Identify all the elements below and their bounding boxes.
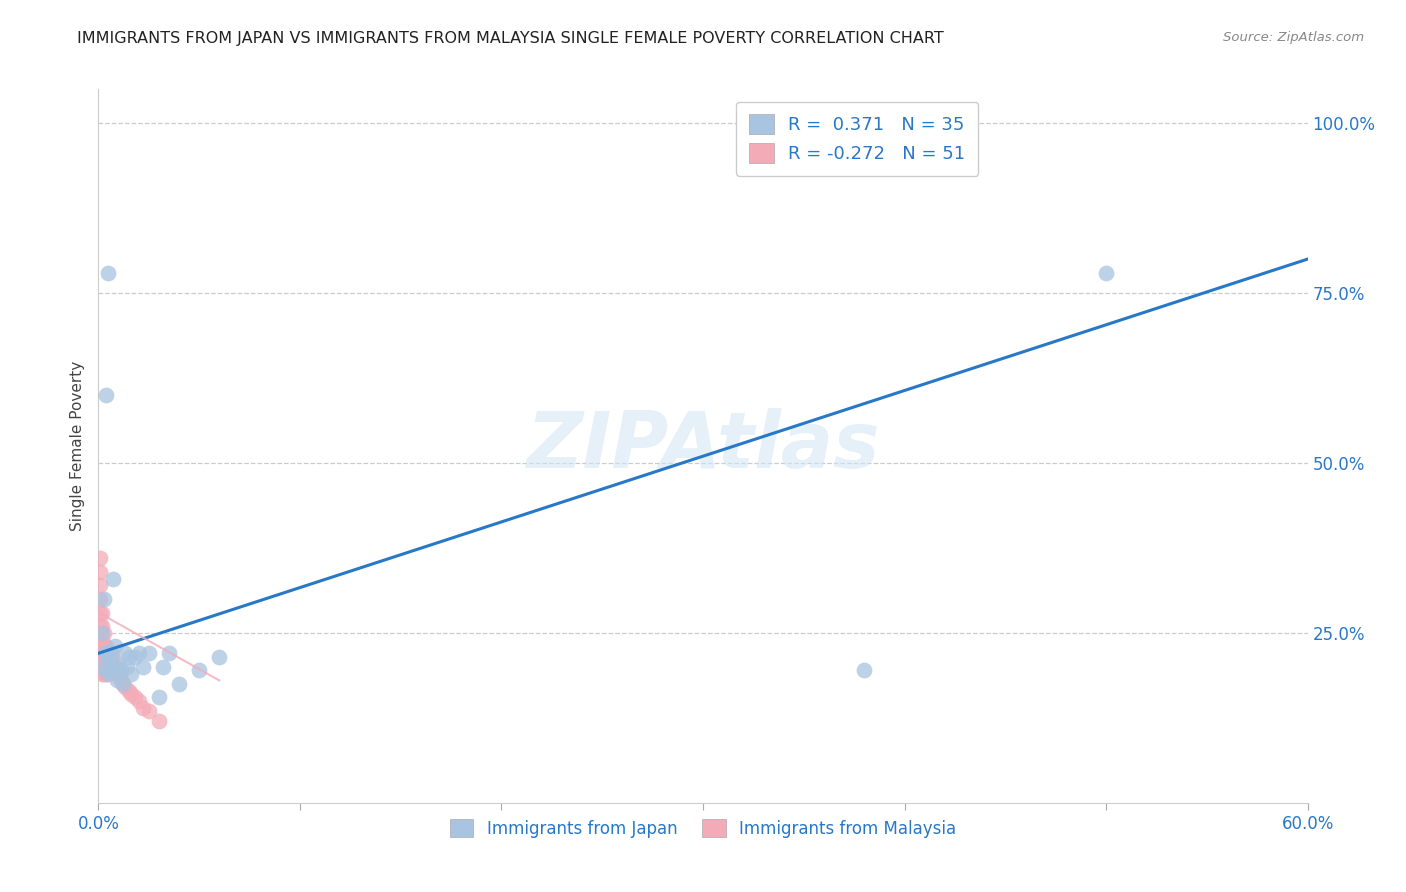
Point bbox=[118, 683, 141, 698]
Point bbox=[111, 677, 134, 691]
Point bbox=[124, 690, 146, 705]
Point bbox=[132, 700, 155, 714]
Point bbox=[101, 572, 124, 586]
Text: Source: ZipAtlas.com: Source: ZipAtlas.com bbox=[1223, 31, 1364, 45]
Point bbox=[96, 388, 118, 402]
Point bbox=[89, 565, 111, 579]
Point bbox=[114, 680, 136, 694]
Point bbox=[101, 663, 124, 677]
Point bbox=[89, 578, 111, 592]
Point bbox=[100, 660, 122, 674]
Point bbox=[103, 660, 125, 674]
Point bbox=[101, 660, 124, 674]
Point bbox=[148, 714, 170, 729]
Point bbox=[96, 646, 118, 660]
Point bbox=[89, 606, 111, 620]
Point bbox=[93, 653, 115, 667]
Point bbox=[105, 663, 128, 677]
Point bbox=[91, 640, 114, 654]
Point bbox=[152, 660, 174, 674]
Point bbox=[93, 646, 115, 660]
Point bbox=[97, 660, 120, 674]
Y-axis label: Single Female Poverty: Single Female Poverty bbox=[69, 361, 84, 531]
Point bbox=[167, 677, 190, 691]
Point bbox=[93, 626, 115, 640]
Point bbox=[91, 606, 114, 620]
Point bbox=[107, 660, 129, 674]
Point bbox=[103, 663, 125, 677]
Point bbox=[118, 649, 141, 664]
Point bbox=[91, 626, 114, 640]
Point bbox=[132, 660, 155, 674]
Point bbox=[89, 619, 111, 633]
Point bbox=[138, 646, 160, 660]
Point bbox=[96, 660, 118, 674]
Point bbox=[100, 653, 122, 667]
Point bbox=[111, 677, 134, 691]
Point bbox=[91, 660, 114, 674]
Point bbox=[97, 653, 120, 667]
Point bbox=[107, 666, 129, 681]
Point bbox=[96, 646, 118, 660]
Point bbox=[128, 694, 150, 708]
Point bbox=[93, 591, 115, 606]
Point bbox=[100, 646, 122, 660]
Point bbox=[97, 663, 120, 677]
Point bbox=[91, 653, 114, 667]
Point bbox=[100, 653, 122, 667]
Point bbox=[110, 673, 132, 688]
Point bbox=[120, 666, 142, 681]
Point bbox=[93, 640, 115, 654]
Point bbox=[120, 687, 142, 701]
Point bbox=[97, 266, 120, 280]
Point bbox=[96, 646, 118, 660]
Point bbox=[157, 646, 180, 660]
Point bbox=[100, 646, 122, 660]
Point bbox=[96, 653, 118, 667]
Point bbox=[124, 649, 146, 664]
Point bbox=[101, 663, 124, 677]
Point bbox=[93, 663, 115, 677]
Point bbox=[97, 646, 120, 660]
Point bbox=[107, 670, 129, 684]
Point bbox=[91, 666, 114, 681]
Point bbox=[96, 640, 118, 654]
Point bbox=[148, 690, 170, 705]
Point bbox=[97, 663, 120, 677]
Point bbox=[91, 646, 114, 660]
Point bbox=[101, 653, 124, 667]
Point bbox=[91, 619, 114, 633]
Text: IMMIGRANTS FROM JAPAN VS IMMIGRANTS FROM MALAYSIA SINGLE FEMALE POVERTY CORRELAT: IMMIGRANTS FROM JAPAN VS IMMIGRANTS FROM… bbox=[77, 31, 943, 46]
Point bbox=[138, 704, 160, 718]
Point bbox=[93, 660, 115, 674]
Point bbox=[115, 660, 138, 674]
Point bbox=[114, 646, 136, 660]
Point bbox=[105, 673, 128, 688]
Point bbox=[93, 666, 115, 681]
Point bbox=[97, 666, 120, 681]
Text: ZIPAtlas: ZIPAtlas bbox=[526, 408, 880, 484]
Point bbox=[188, 663, 211, 677]
Point bbox=[103, 640, 125, 654]
Point bbox=[89, 591, 111, 606]
Point bbox=[91, 660, 114, 674]
Point bbox=[853, 663, 876, 677]
Legend: Immigrants from Japan, Immigrants from Malaysia: Immigrants from Japan, Immigrants from M… bbox=[443, 813, 963, 845]
Point bbox=[208, 649, 231, 664]
Point bbox=[128, 646, 150, 660]
Point bbox=[96, 666, 118, 681]
Point bbox=[1095, 266, 1118, 280]
Point bbox=[110, 663, 132, 677]
Point bbox=[91, 632, 114, 647]
Point bbox=[89, 551, 111, 566]
Point bbox=[101, 660, 124, 674]
